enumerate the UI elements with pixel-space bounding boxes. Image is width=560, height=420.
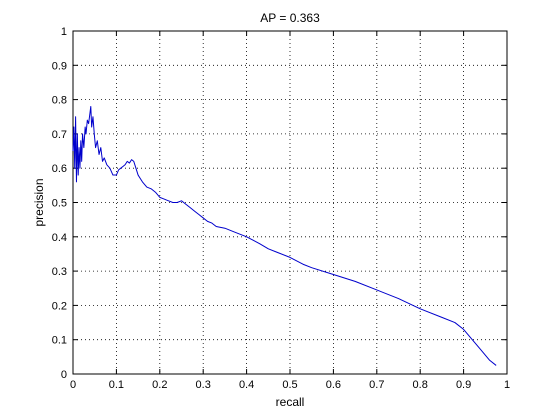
x-tick-label: 0.8 [413,379,428,391]
x-tick-label: 0.4 [239,379,254,391]
x-tick-label: 0.5 [282,379,297,391]
x-tick-label: 0 [70,379,76,391]
x-tick-label: 1 [504,379,510,391]
y-tick-label: 0.9 [52,60,67,72]
chart-title: AP = 0.363 [260,11,320,25]
x-tick-label: 0.9 [456,379,471,391]
x-tick-label: 0.3 [196,379,211,391]
y-tick-label: 0.4 [52,232,67,244]
y-tick-label: 0.1 [52,335,67,347]
x-tick-label: 0.6 [326,379,341,391]
x-tick-label: 0.7 [369,379,384,391]
y-axis-label: precision [32,178,46,226]
x-axis-label: recall [276,395,305,409]
y-tick-label: 1 [61,26,67,38]
y-tick-label: 0.8 [52,95,67,107]
y-tick-labels: 0 0.1 0.2 0.3 0.4 0.5 0.6 0.7 0.8 0.9 1 [52,26,67,381]
y-tick-label: 0.3 [52,266,67,278]
y-tick-label: 0.6 [52,163,67,175]
y-tick-label: 0.7 [52,129,67,141]
y-tick-label: 0 [61,369,67,381]
x-tick-labels: 0 0.1 0.2 0.3 0.4 0.5 0.6 0.7 0.8 0.9 1 [70,379,510,391]
y-tick-label: 0.5 [52,198,67,210]
y-tick-label: 0.2 [52,300,67,312]
x-tick-label: 0.1 [109,379,124,391]
x-tick-label: 0.2 [152,379,167,391]
